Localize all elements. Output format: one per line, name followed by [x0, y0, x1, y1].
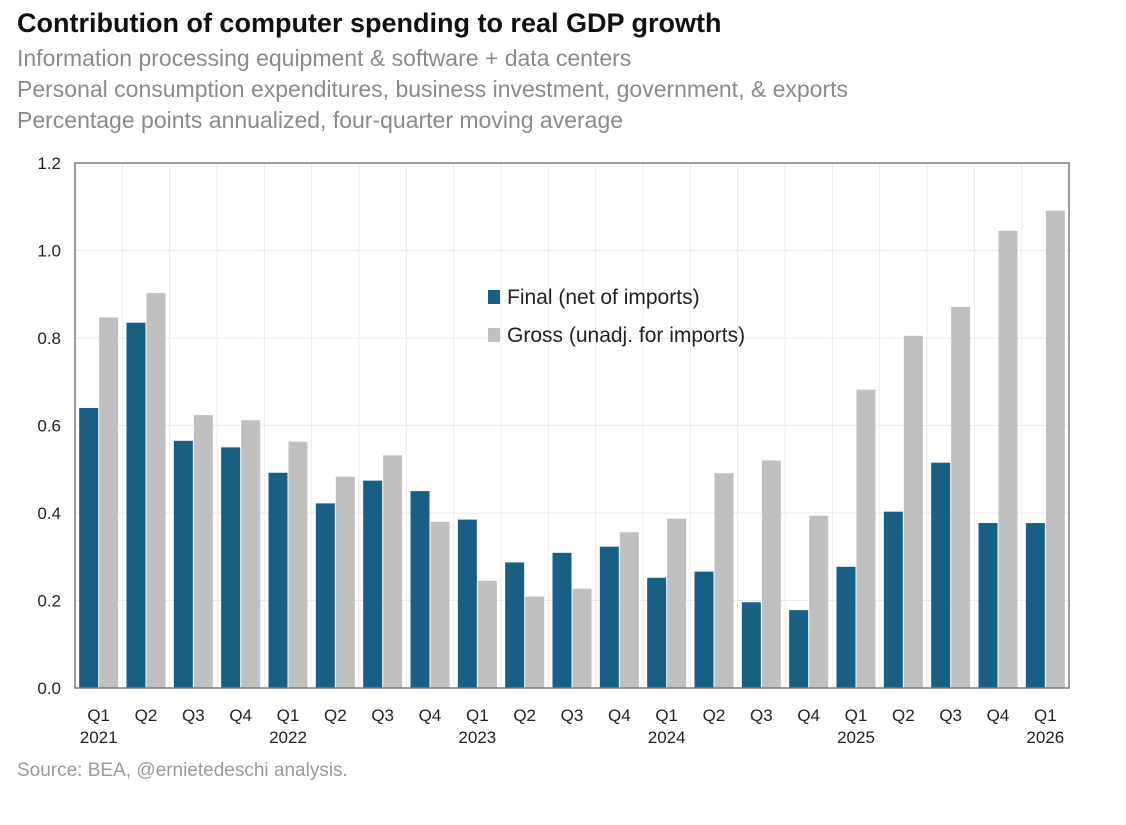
bar-gross: [714, 473, 734, 688]
x-tick-label: Q1: [277, 706, 300, 725]
bar-gross: [856, 389, 876, 688]
y-tick-label: 1.0: [37, 242, 61, 261]
x-tick-label: Q2: [892, 706, 915, 725]
bar-final: [647, 577, 667, 688]
bar-final: [741, 602, 761, 688]
bar-gross: [99, 317, 119, 688]
bar-gross: [761, 460, 781, 688]
bar-gross: [477, 580, 497, 688]
chart-subtitle-2: Personal consumption expenditures, busin…: [17, 76, 848, 102]
legend-swatch-final: [488, 290, 500, 304]
bar-gross: [572, 588, 592, 688]
bar-final: [410, 491, 430, 688]
x-tick-year-label: 2022: [269, 728, 307, 747]
legend-swatch-gross: [488, 328, 500, 342]
x-tick-label: Q2: [703, 706, 726, 725]
chart-subtitle-3: Percentage points annualized, four-quart…: [17, 107, 624, 133]
bar-final: [599, 546, 619, 688]
y-tick-label: 0.4: [37, 504, 61, 523]
bar-final: [221, 447, 241, 688]
bar-final: [978, 523, 998, 688]
bar-gross: [430, 521, 450, 688]
x-tick-label: Q3: [939, 706, 962, 725]
y-tick-label: 0.6: [37, 417, 61, 436]
x-tick-year-label: 2024: [648, 728, 686, 747]
bar-gross: [241, 420, 261, 688]
plot-frame: [74, 162, 1070, 689]
x-tick-label: Q2: [513, 706, 536, 725]
bar-gross: [288, 441, 308, 688]
x-tick-label: Q3: [750, 706, 773, 725]
x-tick-label: Q4: [987, 706, 1010, 725]
bar-final: [789, 610, 809, 688]
x-tick-label: Q1: [1034, 706, 1057, 725]
x-tick-year-label: 2026: [1026, 728, 1064, 747]
bar-gross: [1045, 210, 1065, 688]
chart-title: Contribution of computer spending to rea…: [17, 8, 722, 38]
bar-final: [315, 503, 335, 688]
bar-final: [836, 566, 856, 688]
bar-gross: [903, 335, 923, 688]
y-tick-label: 1.2: [37, 154, 61, 173]
x-tick-label: Q2: [324, 706, 347, 725]
x-tick-label: Q3: [371, 706, 394, 725]
bar-gross: [383, 455, 403, 688]
x-tick-label: Q1: [655, 706, 678, 725]
x-tick-label: Q1: [845, 706, 868, 725]
x-tick-label: Q4: [608, 706, 631, 725]
bar-gross: [809, 515, 829, 688]
y-tick-label: 0.2: [37, 592, 61, 611]
x-tick-label: Q3: [561, 706, 584, 725]
y-tick-label: 0.8: [37, 329, 61, 348]
x-tick-label: Q4: [419, 706, 442, 725]
legend-label-final: Final (net of imports): [507, 286, 700, 309]
bar-final: [931, 462, 951, 688]
bar-gross: [525, 596, 545, 688]
legend-label-gross: Gross (unadj. for imports): [507, 324, 745, 347]
bar-gross: [998, 230, 1018, 688]
bar-final: [173, 440, 193, 688]
bar-gross: [146, 292, 166, 688]
bar-final: [552, 552, 572, 688]
x-tick-label: Q1: [87, 706, 110, 725]
x-tick-label: Q2: [135, 706, 158, 725]
x-tick-year-label: 2021: [80, 728, 118, 747]
bar-final: [883, 511, 903, 688]
y-tick-label: 0.0: [37, 679, 61, 698]
bar-gross: [619, 532, 639, 688]
bar-gross: [667, 518, 687, 688]
bar-gross: [335, 476, 355, 688]
x-tick-label: Q1: [466, 706, 489, 725]
chart-subtitle-1: Information processing equipment & softw…: [17, 45, 632, 71]
bar-gross: [193, 415, 213, 688]
x-tick-year-label: 2023: [458, 728, 496, 747]
bar-final: [694, 571, 714, 688]
source-note: Source: BEA, @ernietedeschi analysis.: [17, 760, 348, 781]
bar-final: [363, 480, 383, 688]
bar-final: [79, 408, 99, 688]
bar-gross: [951, 306, 971, 688]
bar-final: [505, 562, 525, 688]
bar-final: [126, 322, 146, 688]
x-tick-year-label: 2025: [837, 728, 875, 747]
x-tick-label: Q4: [229, 706, 252, 725]
x-tick-label: Q3: [182, 706, 205, 725]
bar-final: [457, 519, 477, 688]
bar-final: [1025, 523, 1045, 688]
x-tick-label: Q4: [797, 706, 820, 725]
bar-final: [268, 472, 288, 688]
